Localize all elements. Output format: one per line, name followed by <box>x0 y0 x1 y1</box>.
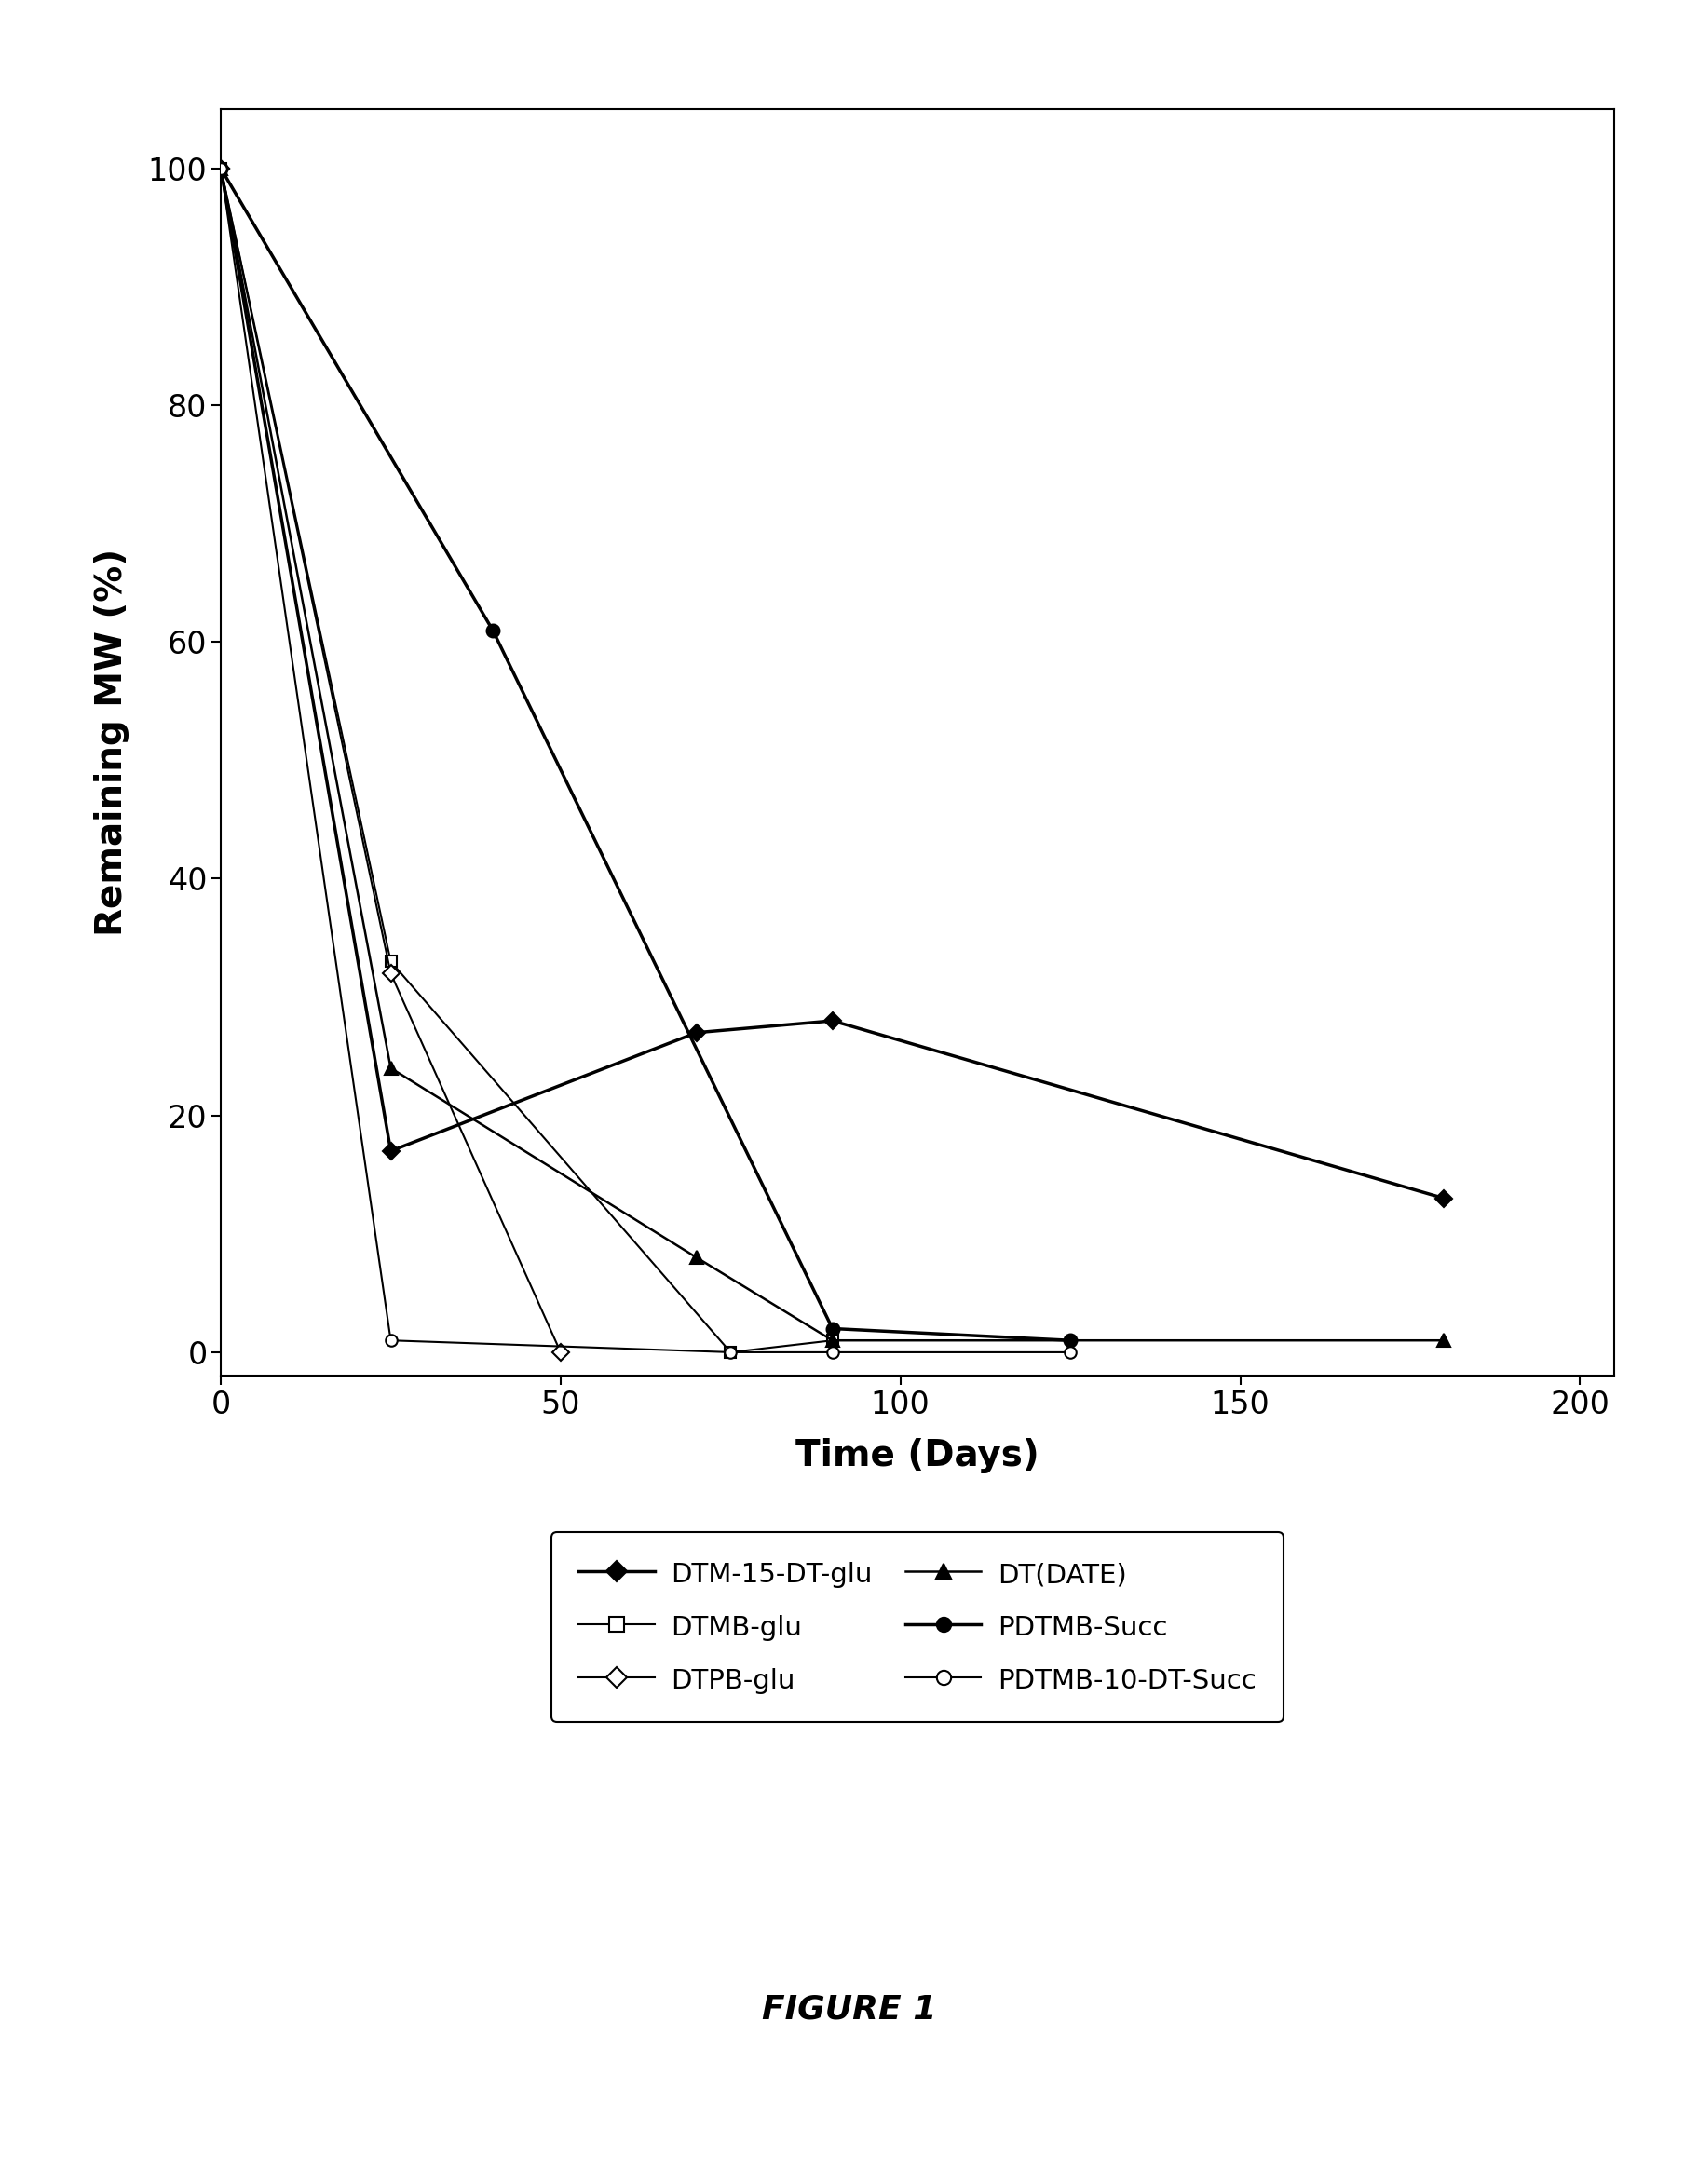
DTMB-glu <box>822 1328 842 1354</box>
Legend: DTM-15-DT-glu, DTMB-glu, DTPB-glu, DT(DATE), PDTMB-Succ, PDTMB-10-DT-Succ: DTM-15-DT-glu, DTMB-glu, DTPB-glu, DT(DA… <box>552 1533 1282 1721</box>
DTMB-glu <box>720 1339 740 1365</box>
PDTMB-10-DT-Succ <box>720 1339 740 1365</box>
DTPB-glu <box>211 155 231 181</box>
Line: PDTMB-Succ: PDTMB-Succ <box>214 162 1077 1348</box>
DT(DATE) <box>1433 1328 1453 1354</box>
PDTMB-10-DT-Succ <box>822 1339 842 1365</box>
Line: PDTMB-10-DT-Succ: PDTMB-10-DT-Succ <box>216 162 1075 1358</box>
DTM-15-DT-glu <box>211 155 231 181</box>
Line: DT(DATE): DT(DATE) <box>214 162 1450 1348</box>
Line: DTMB-glu: DTMB-glu <box>216 162 837 1358</box>
DTM-15-DT-glu <box>686 1020 706 1046</box>
DT(DATE) <box>822 1328 842 1354</box>
PDTMB-Succ <box>822 1315 842 1341</box>
Line: DTPB-glu: DTPB-glu <box>216 162 565 1358</box>
Line: DTM-15-DT-glu: DTM-15-DT-glu <box>216 162 1448 1203</box>
DTPB-glu <box>550 1339 571 1365</box>
X-axis label: Time (Days): Time (Days) <box>795 1439 1039 1474</box>
DTMB-glu <box>380 948 401 974</box>
DT(DATE) <box>380 1055 401 1081</box>
PDTMB-Succ <box>1060 1328 1080 1354</box>
Text: FIGURE 1: FIGURE 1 <box>762 1994 936 2025</box>
DTM-15-DT-glu <box>822 1007 842 1033</box>
DTM-15-DT-glu <box>380 1138 401 1164</box>
DT(DATE) <box>686 1245 706 1271</box>
DTPB-glu <box>380 961 401 987</box>
PDTMB-Succ <box>482 618 503 644</box>
PDTMB-10-DT-Succ <box>1060 1339 1080 1365</box>
DT(DATE) <box>211 155 231 181</box>
PDTMB-10-DT-Succ <box>211 155 231 181</box>
Y-axis label: Remaining MW (%): Remaining MW (%) <box>95 548 129 937</box>
DTM-15-DT-glu <box>1433 1186 1453 1212</box>
PDTMB-Succ <box>211 155 231 181</box>
PDTMB-10-DT-Succ <box>380 1328 401 1354</box>
DTMB-glu <box>211 155 231 181</box>
